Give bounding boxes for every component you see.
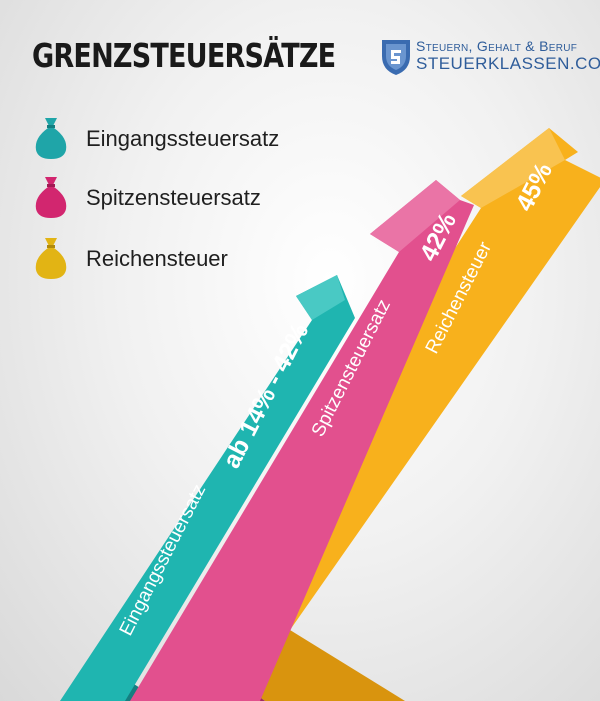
legend-label: Eingangssteuersatz (86, 126, 280, 151)
money-bag-icon (35, 238, 67, 279)
arrow-yellow-shade (461, 128, 565, 208)
legend-item-eingangssteuersatz: Eingangssteuersatz (32, 116, 352, 160)
money-bag-icon (35, 177, 67, 218)
page-title: GRENZSTEUERSÄTZE (32, 36, 336, 75)
arrow-teal (60, 275, 355, 701)
money-bag-icon (35, 118, 67, 159)
legend-label: Reichensteuer (86, 246, 228, 271)
legend-label: Spitzensteuersatz (86, 185, 261, 210)
brand-logo: Steuern, Gehalt & Beruf STEUERKLASSEN.CO… (380, 38, 600, 78)
brand-tagline: Steuern, Gehalt & Beruf (416, 38, 578, 54)
arrow-pink-shade (370, 180, 460, 252)
arrow-teal-shade (296, 275, 345, 320)
legend-item-spitzensteuersatz: Spitzensteuersatz (32, 175, 352, 219)
legend-item-reichensteuer: Reichensteuer (32, 236, 352, 280)
brand-name: STEUERKLASSEN.COM (416, 54, 600, 73)
shield-icon (382, 40, 410, 75)
arrow-pink (130, 180, 474, 701)
